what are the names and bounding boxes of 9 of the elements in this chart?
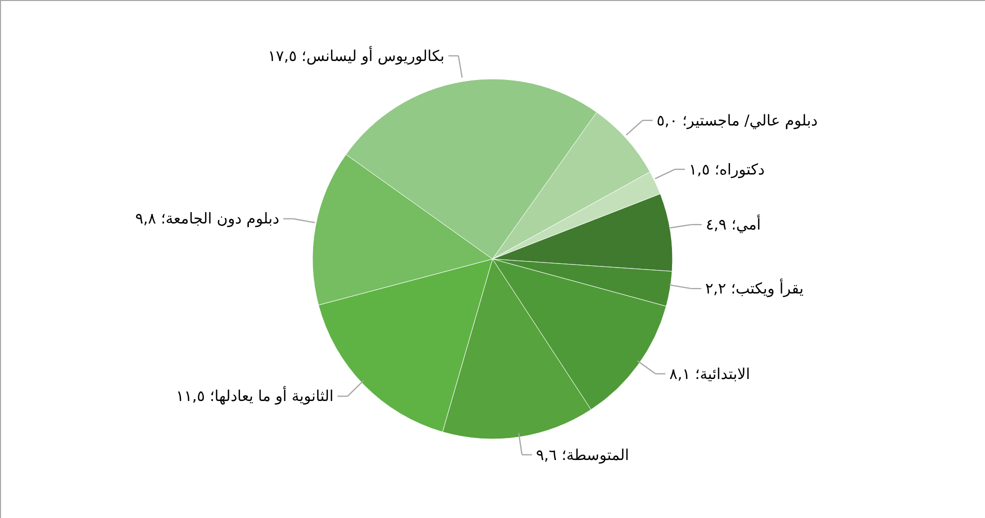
slice-label: الابتدائية؛ ٨,١: [669, 364, 750, 383]
slice-label: الثانوية أو ما يعادلها؛ ١١,٥: [176, 386, 334, 406]
slice-label: المتوسطة؛ ٩,٦: [536, 446, 630, 464]
slice-label: بكالوريوس أو ليسانس؛ ١٧,٥: [268, 46, 444, 65]
slice-label: دبلوم دون الجامعة؛ ٩,٨: [135, 210, 280, 228]
slice-label: يقرأ ويكتب؛ ٢,٢: [705, 278, 804, 298]
slice-label: دكتوراه؛ ١,٥: [688, 160, 765, 178]
slice-label: دبلوم عالي/ ماجستير؛ ٥,٠: [656, 111, 818, 130]
slice-label: أمي؛ ٤,٩: [706, 214, 761, 234]
